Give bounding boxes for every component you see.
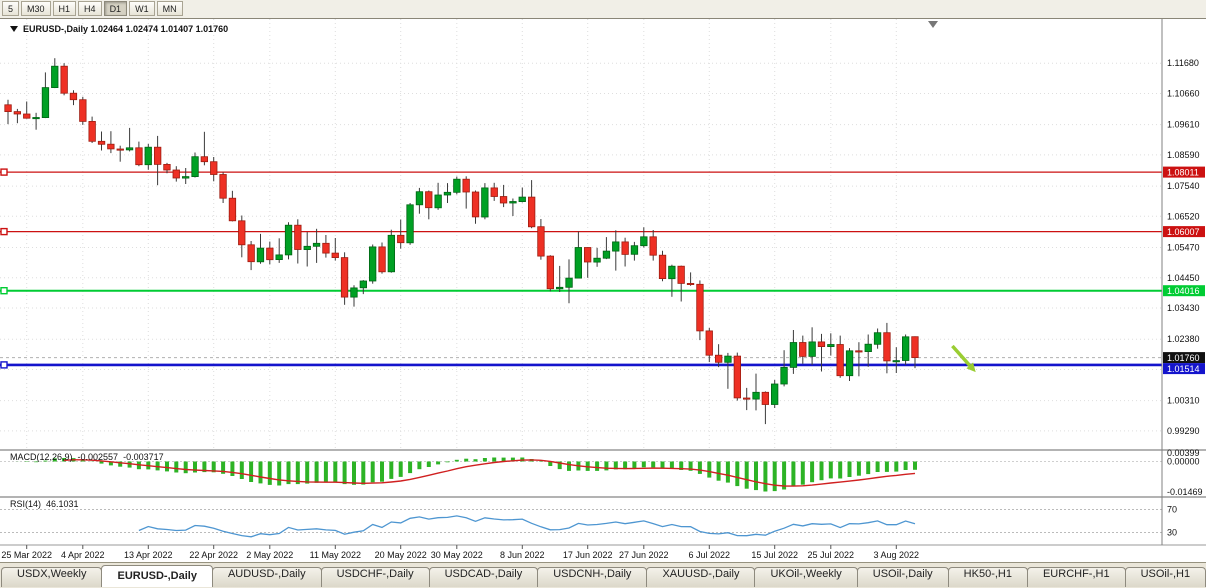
panel-separators[interactable]	[0, 19, 1206, 546]
svg-text:2 May 2022: 2 May 2022	[246, 550, 293, 560]
rsi-indicator: 70 30	[0, 505, 1177, 538]
timeframe-button-m30[interactable]: M30	[21, 1, 51, 16]
svg-text:1.05470: 1.05470	[1167, 243, 1200, 253]
tab-hk50-h1[interactable]: HK50-,H1	[947, 567, 1028, 587]
chart-tabs: USDX,Weekly EURUSD-,Daily AUDUSD-,Daily USD…	[0, 562, 1206, 588]
svg-text:1.08011: 1.08011	[1167, 168, 1199, 178]
chart-title: EURUSD-,Daily 1.02464 1.02474 1.01407 1.…	[10, 24, 228, 34]
svg-text:27 Jun 2022: 27 Jun 2022	[619, 550, 669, 560]
timeframe-button-d1[interactable]: D1	[103, 1, 128, 16]
tab-usdcad-daily[interactable]: USDCAD-,Daily	[428, 567, 539, 587]
svg-text:0.99290: 0.99290	[1167, 426, 1200, 436]
macd-indicator	[0, 457, 1162, 492]
svg-text:30 May 2022: 30 May 2022	[431, 550, 483, 560]
rsi-value: 46.1031	[46, 499, 79, 509]
macd-value: -0.002557	[77, 452, 119, 462]
time-axis[interactable]: 25 Mar 2022 4 Apr 2022 13 Apr 2022 22 Apr 2…	[1, 545, 919, 560]
svg-text:13 Apr 2022: 13 Apr 2022	[124, 550, 173, 560]
svg-text:1.02380: 1.02380	[1167, 334, 1200, 344]
svg-text:1.11680: 1.11680	[1167, 58, 1199, 68]
svg-text:1.04450: 1.04450	[1167, 273, 1200, 283]
timeframe-button-mn[interactable]: MN	[156, 1, 183, 16]
symbol-dropdown-icon	[10, 26, 18, 32]
tab-usdcnh-daily[interactable]: USDCNH-,Daily	[537, 567, 648, 587]
chart-shift-marker	[928, 21, 938, 28]
svg-text:-0.01469: -0.01469	[1167, 487, 1203, 497]
svg-text:1.01514: 1.01514	[1167, 364, 1200, 374]
svg-text:1.10660: 1.10660	[1167, 89, 1200, 99]
svg-text:22 Apr 2022: 22 Apr 2022	[189, 550, 238, 560]
svg-text:25 Mar 2022: 25 Mar 2022	[1, 550, 52, 560]
tab-ukoil-weekly[interactable]: UKOil-,Weekly	[754, 567, 858, 587]
svg-text:15 Jul 2022: 15 Jul 2022	[751, 550, 798, 560]
chart-title-text: EURUSD-,Daily 1.02464 1.02474 1.01407 1.…	[23, 24, 229, 34]
macd-label: MACD(12,26,9) -0.002557 -0.003717	[10, 452, 169, 462]
timeframe-button-5[interactable]: 5	[2, 1, 20, 16]
candles-layer	[4, 58, 919, 425]
svg-text:17 Jun 2022: 17 Jun 2022	[563, 550, 613, 560]
tab-eurchf-h1[interactable]: EURCHF-,H1	[1026, 567, 1126, 587]
svg-text:11 May 2022: 11 May 2022	[310, 550, 361, 560]
svg-text:1.07540: 1.07540	[1167, 181, 1200, 191]
svg-text:1.03430: 1.03430	[1167, 303, 1200, 313]
svg-text:4 Apr 2022: 4 Apr 2022	[61, 550, 105, 560]
rsi-label: RSI(14) 46.1031	[10, 499, 84, 509]
macd-signal-value: -0.003717	[123, 452, 164, 462]
rsi-name: RSI(14)	[10, 499, 42, 509]
timeframe-button-w1[interactable]: W1	[129, 1, 155, 16]
svg-text:1.01760: 1.01760	[1167, 353, 1200, 363]
chart-canvas[interactable]: 70301.116801.106601.096101.085901.075401…	[0, 19, 1206, 563]
svg-text:1.04016: 1.04016	[1167, 286, 1200, 296]
grid-lines	[0, 19, 1162, 449]
svg-text:1.09610: 1.09610	[1167, 120, 1200, 130]
svg-text:25 Jul 2022: 25 Jul 2022	[808, 550, 855, 560]
svg-text:1.06520: 1.06520	[1167, 211, 1200, 221]
tab-usdx-weekly[interactable]: USDX,Weekly	[1, 567, 103, 587]
svg-text:8 Jun 2022: 8 Jun 2022	[500, 550, 545, 560]
price-axis[interactable]: 1.11680 1.10660 1.09610 1.08590 1.07540 1.065…	[1163, 58, 1205, 497]
svg-text:3 Aug 2022: 3 Aug 2022	[874, 550, 920, 560]
macd-name: MACD(12,26,9)	[10, 452, 73, 462]
timeframe-toolbar: 5 M30 H1 H4 D1 W1 MN	[0, 0, 1206, 19]
svg-text:0.00399: 0.00399	[1167, 448, 1200, 458]
tab-usoil-daily[interactable]: USOil-,Daily	[856, 567, 949, 587]
tab-xauusd-daily[interactable]: XAUUSD-,Daily	[646, 567, 756, 587]
svg-text:20 May 2022: 20 May 2022	[375, 550, 427, 560]
timeframe-button-h4[interactable]: H4	[78, 1, 102, 16]
arrow-annotation[interactable]	[951, 344, 976, 373]
tab-audusd-daily[interactable]: AUDUSD-,Daily	[211, 567, 322, 587]
tab-usdchf-daily[interactable]: USDCHF-,Daily	[320, 567, 430, 587]
svg-text:0.00000: 0.00000	[1167, 457, 1200, 467]
svg-text:1.00310: 1.00310	[1167, 396, 1200, 406]
chart-window: 70 30 1.11680 1.10660 1.09610 1.08590 1.07540 1…	[0, 18, 1206, 563]
tab-usoil-h1[interactable]: USOil-,H1	[1124, 567, 1206, 587]
svg-text:30: 30	[1167, 528, 1177, 538]
timeframe-button-h1[interactable]: H1	[52, 1, 77, 16]
svg-text:1.06007: 1.06007	[1167, 227, 1200, 237]
tab-eurusd-daily[interactable]: EURUSD-,Daily	[101, 565, 213, 587]
svg-text:6 Jul 2022: 6 Jul 2022	[689, 550, 731, 560]
svg-text:1.08590: 1.08590	[1167, 150, 1200, 160]
svg-text:70: 70	[1167, 505, 1177, 515]
